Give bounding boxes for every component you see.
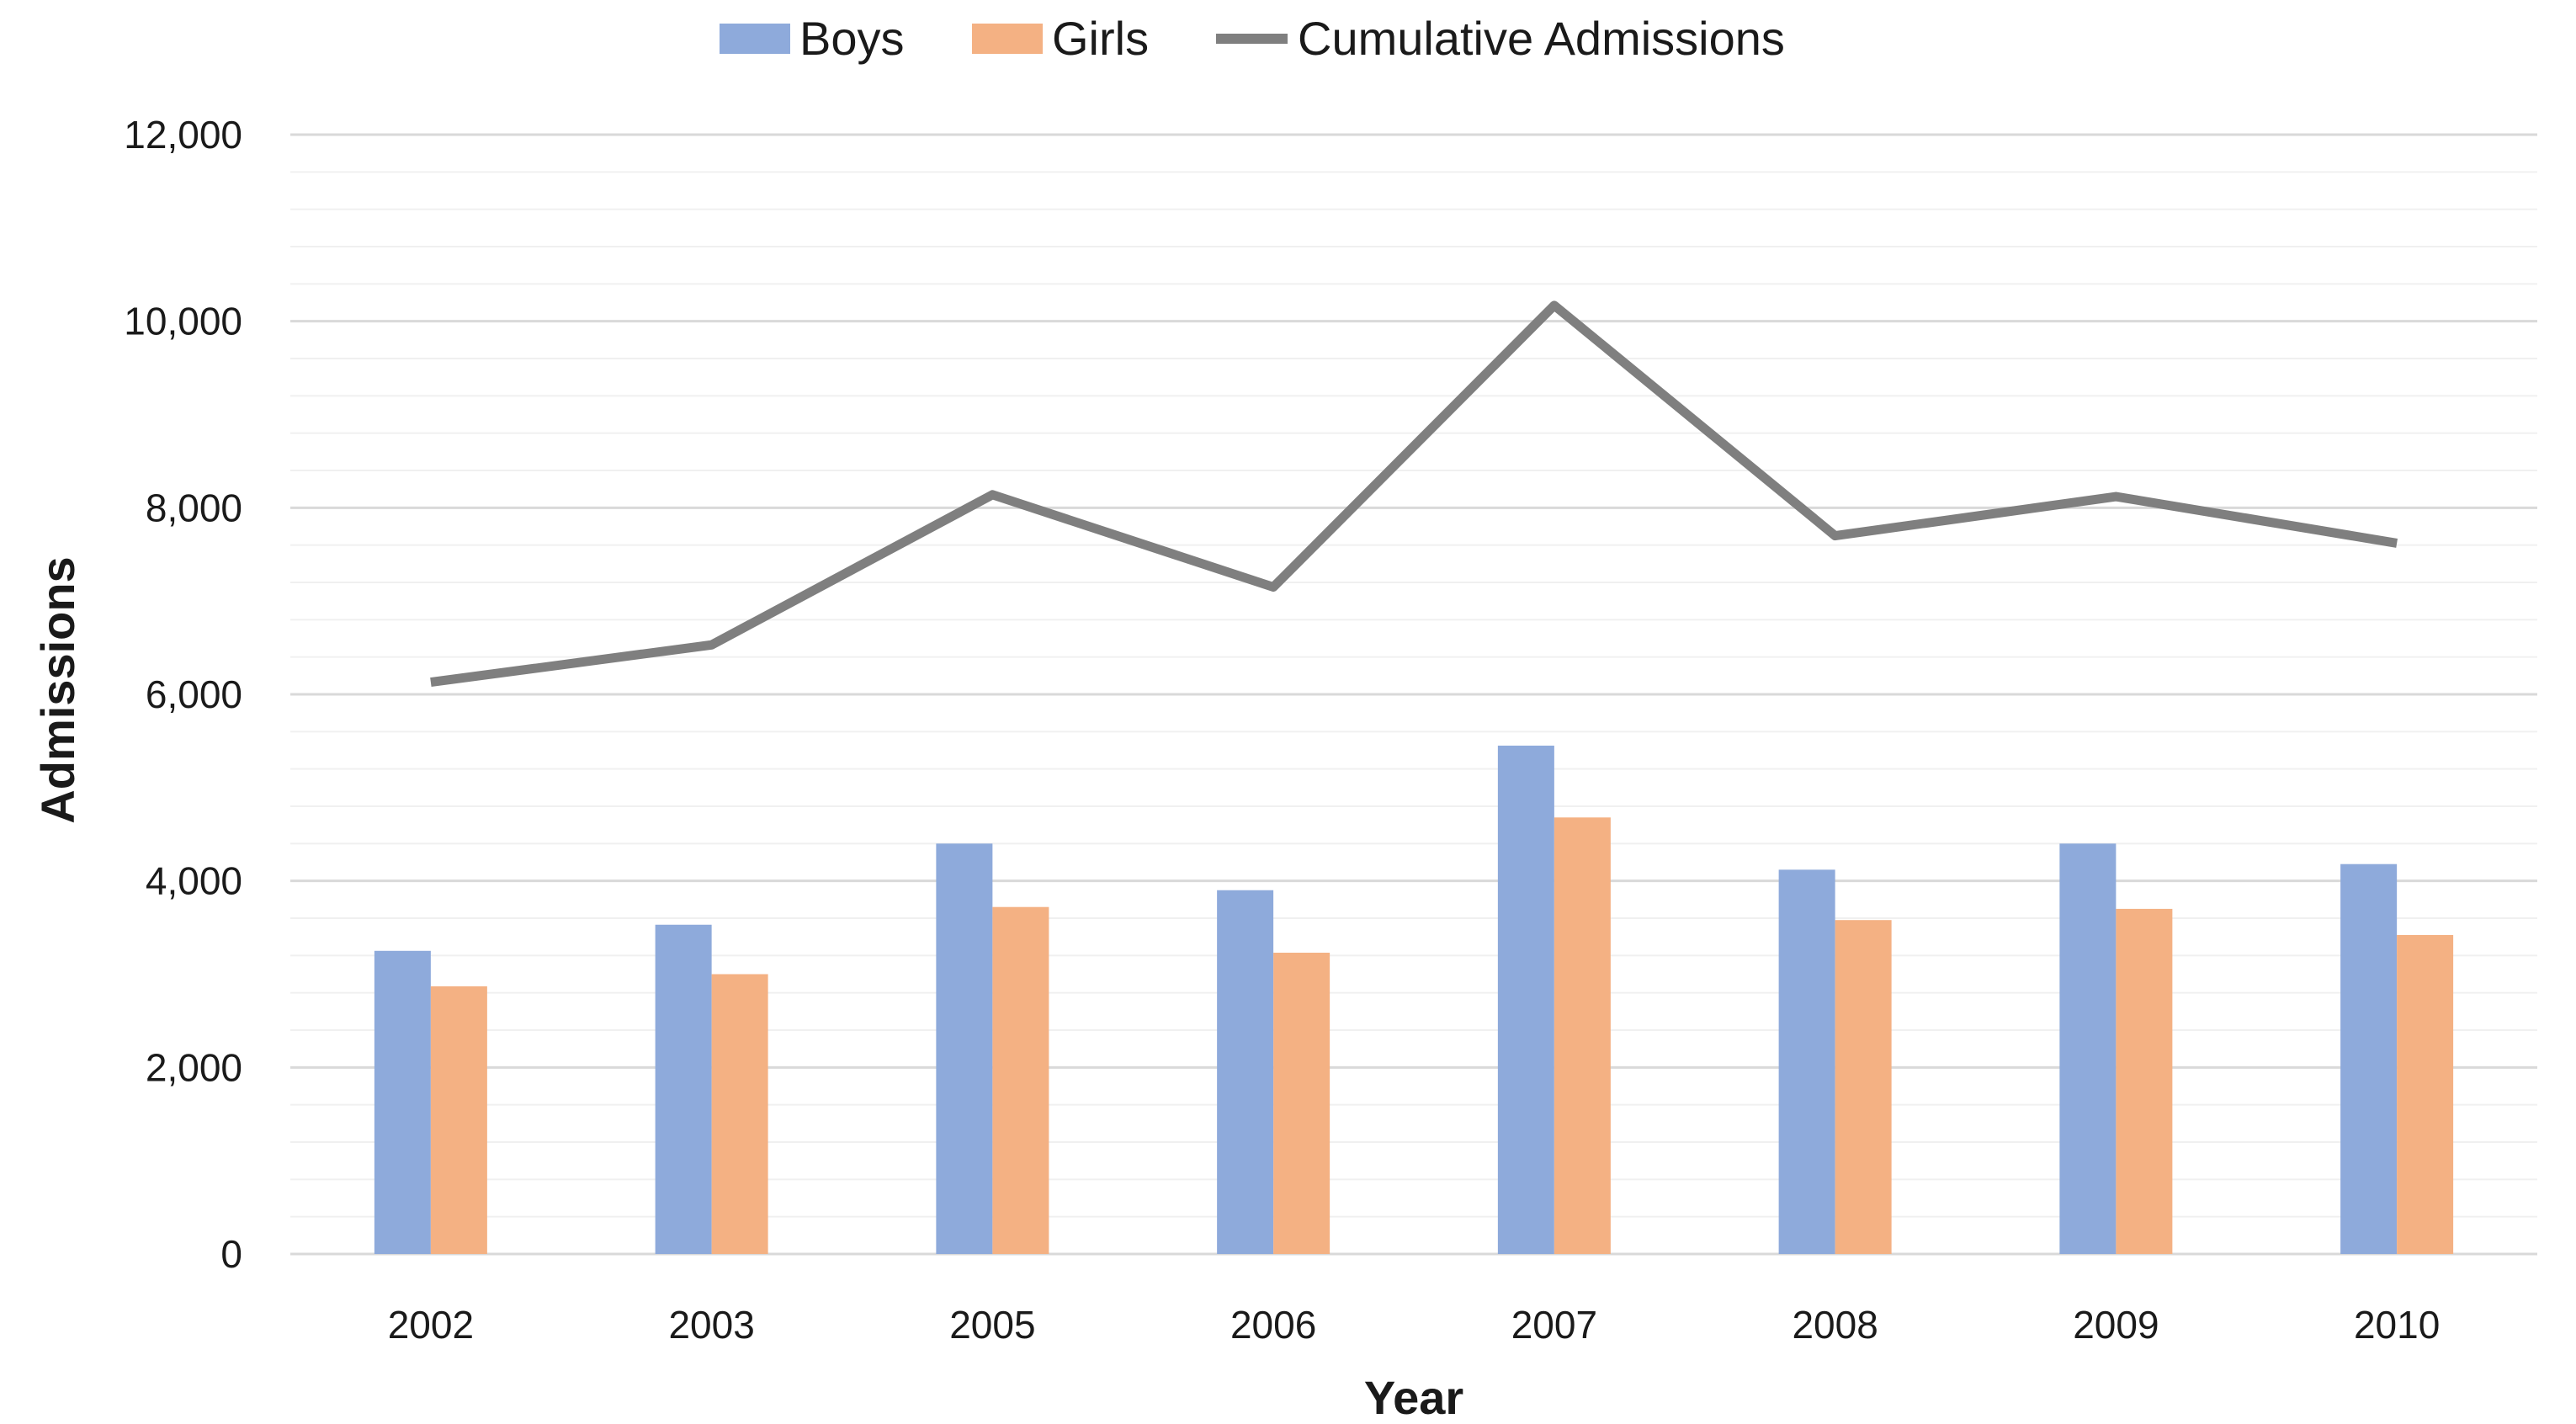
legend-swatch-girls <box>972 24 1043 54</box>
x-tick-label: 2006 <box>1230 1303 1316 1347</box>
bar-boys-2002 <box>374 950 431 1254</box>
y-tick-label: 8,000 <box>146 486 242 529</box>
legend-label-boys: Boys <box>799 12 905 65</box>
bar-girls-2007 <box>1554 817 1611 1254</box>
x-tick-label: 2007 <box>1511 1303 1597 1347</box>
x-tick-label: 2003 <box>668 1303 754 1347</box>
y-tick-label: 0 <box>220 1232 242 1276</box>
bar-boys-2005 <box>936 843 993 1254</box>
cumulative-admissions-line <box>430 300 2398 688</box>
bar-boys-2008 <box>1778 869 1835 1254</box>
y-tick-label: 12,000 <box>124 113 242 157</box>
bar-girls-2005 <box>992 906 1049 1254</box>
y-axis-ticks: 0 2,000 4,000 6,000 8,000 10,000 12,000 <box>124 113 242 1276</box>
bar-boys-2003 <box>655 924 712 1254</box>
y-tick-label: 10,000 <box>124 300 242 343</box>
bar-boys-2007 <box>1497 745 1554 1254</box>
x-tick-label: 2009 <box>2073 1303 2159 1347</box>
bar-boys-2009 <box>2059 843 2117 1254</box>
x-tick-label: 2008 <box>1792 1303 1878 1347</box>
bar-girls-2008 <box>1835 920 1892 1254</box>
bar-boys-2006 <box>1217 890 1274 1254</box>
gridlines <box>290 133 2537 1256</box>
x-axis-title: Year <box>1364 1371 1463 1424</box>
bar-boys-2010 <box>2340 863 2398 1254</box>
x-tick-label: 2002 <box>388 1303 474 1347</box>
x-tick-label: 2010 <box>2354 1303 2440 1347</box>
legend-label-cumulative: Cumulative Admissions <box>1298 12 1785 65</box>
cumulative-line-group <box>430 300 2398 688</box>
bar-girls-2006 <box>1273 953 1330 1254</box>
y-tick-label: 4,000 <box>146 859 242 903</box>
legend-label-girls: Girls <box>1052 12 1149 65</box>
bar-girls-2003 <box>711 974 768 1254</box>
bar-girls-2009 <box>2116 908 2173 1254</box>
x-tick-label: 2005 <box>949 1303 1035 1347</box>
y-axis-title: Admissions <box>31 556 84 823</box>
x-axis-ticks: 2002 2003 2005 2006 2007 2008 2009 2010 <box>388 1303 2441 1347</box>
bar-girls-2010 <box>2397 934 2454 1254</box>
legend: Boys Girls Cumulative Admissions <box>720 12 1785 65</box>
y-tick-label: 6,000 <box>146 672 242 716</box>
bars <box>374 745 2454 1254</box>
bar-girls-2002 <box>430 986 487 1254</box>
y-tick-label: 2,000 <box>146 1045 242 1089</box>
legend-swatch-boys <box>720 24 790 54</box>
